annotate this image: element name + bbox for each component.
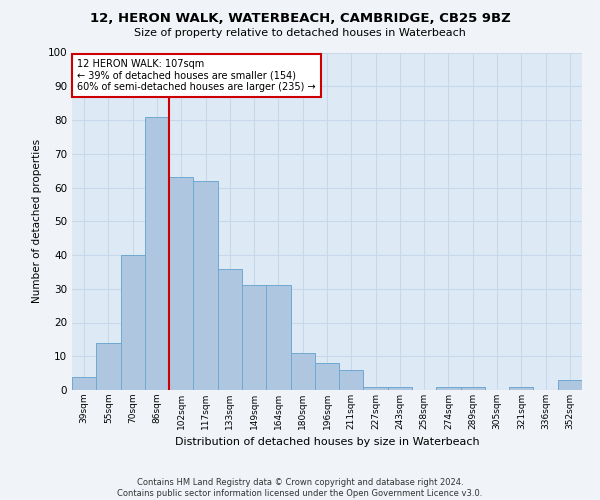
Y-axis label: Number of detached properties: Number of detached properties (32, 139, 42, 304)
Bar (436, 386, 461, 390)
Bar (558, 380, 582, 390)
X-axis label: Distribution of detached houses by size in Waterbeach: Distribution of detached houses by size … (175, 438, 479, 448)
Text: 12, HERON WALK, WATERBEACH, CAMBRIDGE, CB25 9BZ: 12, HERON WALK, WATERBEACH, CAMBRIDGE, C… (89, 12, 511, 26)
Bar (242, 286, 266, 390)
Bar (339, 370, 364, 390)
Bar (315, 363, 339, 390)
Bar (364, 386, 388, 390)
Bar (145, 116, 169, 390)
Bar (193, 180, 218, 390)
Bar (388, 386, 412, 390)
Text: Size of property relative to detached houses in Waterbeach: Size of property relative to detached ho… (134, 28, 466, 38)
Bar (169, 178, 193, 390)
Text: 12 HERON WALK: 107sqm
← 39% of detached houses are smaller (154)
60% of semi-det: 12 HERON WALK: 107sqm ← 39% of detached … (77, 59, 316, 92)
Bar (509, 386, 533, 390)
Bar (121, 255, 145, 390)
Bar (266, 286, 290, 390)
Bar (290, 353, 315, 390)
Bar (461, 386, 485, 390)
Bar (218, 268, 242, 390)
Text: Contains HM Land Registry data © Crown copyright and database right 2024.
Contai: Contains HM Land Registry data © Crown c… (118, 478, 482, 498)
Bar (72, 376, 96, 390)
Bar (96, 343, 121, 390)
